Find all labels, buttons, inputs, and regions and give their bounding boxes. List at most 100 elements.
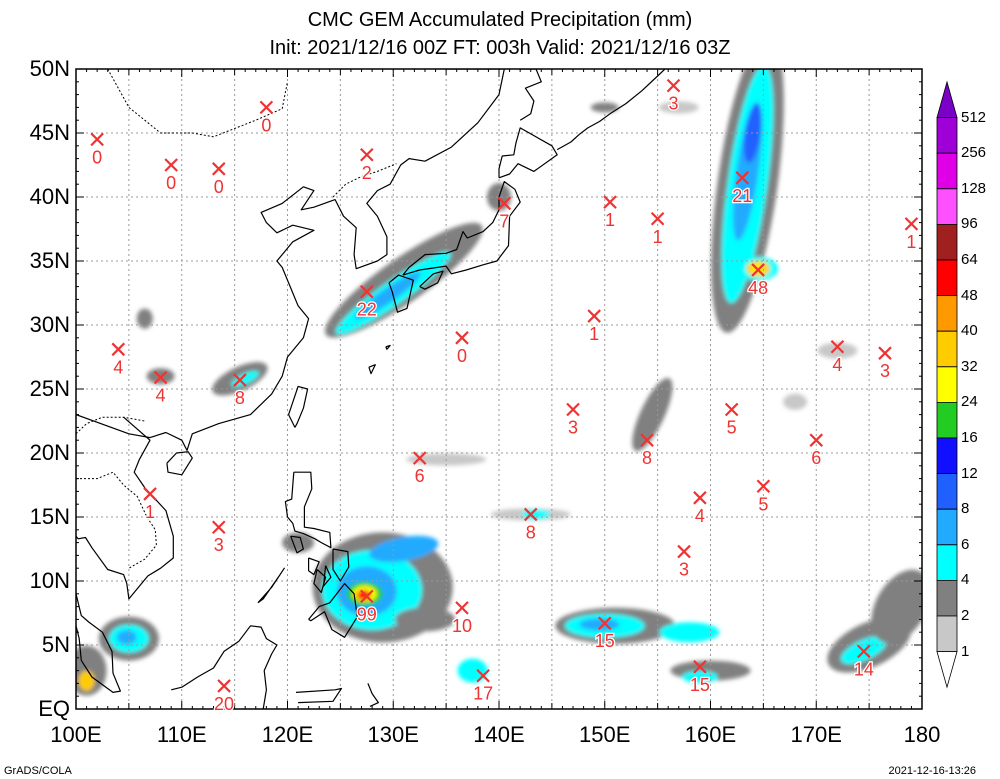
precip-area bbox=[817, 342, 858, 359]
precip-area bbox=[590, 102, 619, 113]
colorbar-segment bbox=[936, 152, 958, 190]
lon-label: 150E bbox=[579, 722, 631, 747]
marker-value: 14 bbox=[854, 659, 874, 679]
lon-label: 180 bbox=[903, 722, 941, 747]
marker-cross bbox=[455, 331, 469, 345]
station-marker: 6 bbox=[412, 451, 427, 487]
map-subtitle: Init: 2021/12/16 00Z FT: 003h Valid: 202… bbox=[269, 37, 731, 59]
station-marker: 1 bbox=[650, 211, 665, 248]
station-marker: 0 bbox=[259, 100, 274, 137]
marker-cross bbox=[90, 132, 104, 147]
colorbar-level: 16 bbox=[961, 429, 978, 446]
marker-cross bbox=[211, 520, 226, 535]
marker-value: 0 bbox=[261, 115, 271, 135]
station-marker: 0 bbox=[164, 158, 178, 194]
map-title: CMC GEM Accumulated Precipitation (mm) bbox=[307, 9, 693, 31]
marker-cross bbox=[693, 491, 707, 505]
marker-value: 0 bbox=[92, 147, 102, 167]
marker-value: 15 bbox=[690, 675, 710, 695]
colorbar-segment bbox=[936, 117, 958, 154]
station-marker: 0 bbox=[211, 162, 226, 198]
coastline bbox=[171, 625, 278, 709]
colorbar-segment bbox=[936, 188, 958, 225]
marker-cross bbox=[830, 339, 845, 354]
station-marker: 14 bbox=[853, 644, 875, 681]
precip-area bbox=[369, 535, 439, 563]
colorbar-segment bbox=[936, 259, 958, 297]
station-marker: 3 bbox=[566, 402, 580, 439]
footer-credit: GrADS/COLA bbox=[4, 765, 72, 777]
marker-value: 22 bbox=[357, 300, 377, 320]
marker-cross bbox=[211, 162, 226, 176]
lat-label: 30N bbox=[29, 312, 70, 337]
marker-value: 4 bbox=[113, 357, 123, 377]
coastline bbox=[322, 565, 332, 587]
marker-value: 0 bbox=[457, 346, 467, 366]
station-marker: 1 bbox=[587, 309, 601, 345]
colorbar-level: 6 bbox=[961, 535, 970, 553]
colorbar bbox=[936, 80, 958, 689]
marker-cross bbox=[566, 402, 580, 417]
colorbar-level: 32 bbox=[961, 357, 978, 375]
station-marker: 3 bbox=[211, 520, 226, 556]
precip-area bbox=[136, 308, 153, 329]
station-marker: 3 bbox=[677, 544, 691, 581]
marker-cross bbox=[111, 342, 126, 357]
marker-value: 8 bbox=[642, 448, 652, 468]
station-marker: 22 bbox=[356, 284, 378, 321]
lon-label: 160E bbox=[684, 722, 737, 747]
station-marker: 15 bbox=[689, 659, 711, 696]
coastline bbox=[367, 683, 379, 707]
coastline bbox=[313, 569, 327, 594]
marker-value: 3 bbox=[679, 560, 689, 580]
coastline bbox=[402, 181, 521, 276]
station-marker: 6 bbox=[809, 433, 824, 469]
lat-label: 5N bbox=[41, 632, 70, 657]
station-marker: 17 bbox=[472, 668, 494, 705]
precip-area bbox=[632, 377, 673, 452]
colorbar-level: 512 bbox=[961, 108, 987, 126]
grid-lines bbox=[76, 69, 922, 709]
station-marker: 8 bbox=[233, 373, 247, 409]
coastline bbox=[419, 270, 444, 290]
marker-cross bbox=[857, 644, 871, 659]
colorbar-segment bbox=[936, 437, 958, 475]
marker-value: 4 bbox=[695, 506, 705, 526]
colorbar-segment bbox=[936, 615, 958, 652]
station-marker: 20 bbox=[213, 679, 235, 715]
precip-area bbox=[783, 393, 808, 410]
precip-area bbox=[871, 569, 922, 644]
marker-cross bbox=[597, 616, 612, 631]
coastline bbox=[332, 548, 350, 582]
marker-cross bbox=[412, 451, 427, 465]
station-marker: 7 bbox=[497, 196, 512, 233]
marker-value: 0 bbox=[166, 173, 176, 193]
marker-value: 3 bbox=[880, 361, 890, 381]
precip-area bbox=[457, 658, 488, 683]
marker-cross bbox=[904, 217, 919, 231]
marker-cross bbox=[164, 158, 178, 172]
precip-area bbox=[354, 271, 421, 320]
colorbar-segment bbox=[936, 295, 958, 332]
station-marker: 15 bbox=[593, 616, 616, 652]
coastline bbox=[166, 451, 193, 476]
colorbar-segment bbox=[936, 401, 958, 439]
station-marker: 10 bbox=[451, 601, 473, 637]
colorbar-segment bbox=[936, 473, 958, 510]
marker-cross bbox=[677, 544, 691, 559]
marker-value: 6 bbox=[415, 466, 425, 486]
coastline bbox=[76, 593, 121, 693]
marker-cross bbox=[878, 346, 892, 360]
coastlines bbox=[76, 69, 670, 709]
colorbar-level: 96 bbox=[961, 215, 978, 233]
marker-value: 6 bbox=[811, 448, 821, 468]
marker-cross bbox=[217, 679, 231, 693]
coastline bbox=[556, 69, 666, 151]
station-marker: 99 bbox=[356, 589, 378, 626]
coastline bbox=[388, 274, 414, 313]
lat-label: 50N bbox=[29, 56, 70, 81]
marker-value: 99 bbox=[357, 604, 377, 624]
marker-cross bbox=[143, 487, 157, 501]
colorbar-level: 48 bbox=[961, 286, 978, 304]
